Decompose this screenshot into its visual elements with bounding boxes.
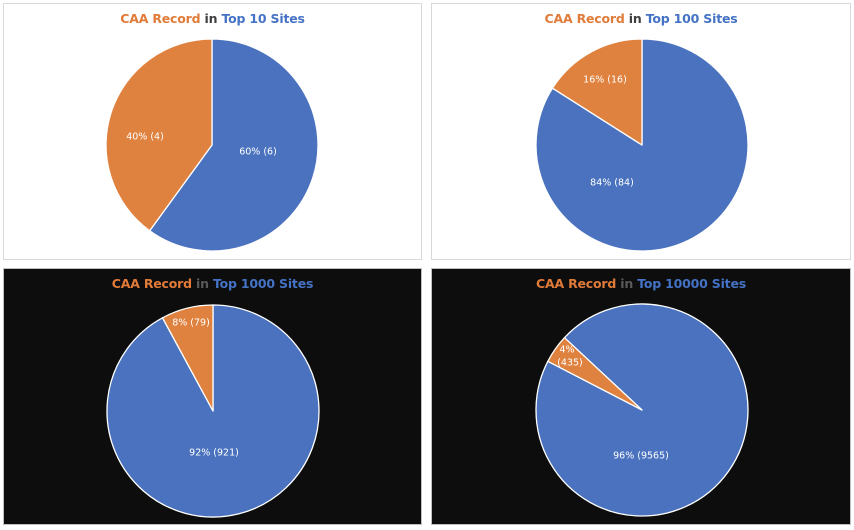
title-sites: Top 10000 Sites — [637, 276, 746, 291]
title-caa-record: CAA Record — [120, 11, 201, 26]
title-in: in — [624, 11, 646, 26]
slice-caa — [161, 304, 214, 412]
slice-caa — [547, 337, 643, 411]
label-caa-line1: 4% — [559, 345, 574, 356]
title-sites: Top 1000 Sites — [212, 276, 314, 291]
chart-panel-top-100: CAA Record in Top 100 Sites 84% (84) 16%… — [431, 3, 851, 260]
slice-caa — [105, 38, 213, 232]
title-in: in — [616, 276, 638, 291]
title-caa-record: CAA Record — [536, 276, 617, 291]
chart-title: CAA Record in Top 1000 Sites — [4, 276, 421, 291]
chart-title: CAA Record in Top 10000 Sites — [432, 276, 850, 291]
title-in: in — [191, 276, 213, 291]
title-sites: Top 10 Sites — [221, 11, 305, 26]
label-caa: 40% (4) — [126, 132, 164, 143]
label-caa: 16% (16) — [583, 75, 627, 86]
label-no-caa: 96% (9565) — [613, 451, 669, 462]
label-no-caa: 84% (84) — [590, 178, 634, 189]
slice-no-caa — [149, 38, 319, 252]
label-caa: 8% (79) — [172, 318, 210, 329]
chart-panel-top-10: CAA Record in Top 10 Sites 60% (6) 40% (… — [3, 3, 422, 260]
pie-chart: 92% (921) 8% (79) — [106, 304, 320, 518]
chart-panel-top-10000: CAA Record in Top 10000 Sites 96% (9565)… — [431, 268, 851, 525]
pie-chart: 84% (84) 16% (16) — [535, 38, 749, 252]
chart-panel-top-1000: CAA Record in Top 1000 Sites 92% (921) 8… — [3, 268, 422, 525]
label-caa-line2: (435) — [557, 358, 583, 369]
pie-chart: 96% (9565) 4% (435) — [535, 303, 749, 517]
label-no-caa: 60% (6) — [239, 147, 277, 158]
pie-chart: 60% (6) 40% (4) — [105, 38, 319, 252]
title-in: in — [200, 11, 222, 26]
slice-caa — [551, 38, 643, 146]
title-caa-record: CAA Record — [544, 11, 625, 26]
label-no-caa: 92% (921) — [189, 448, 239, 459]
title-sites: Top 100 Sites — [645, 11, 738, 26]
chart-title: CAA Record in Top 10 Sites — [4, 11, 421, 26]
title-caa-record: CAA Record — [111, 276, 192, 291]
chart-title: CAA Record in Top 100 Sites — [432, 11, 850, 26]
